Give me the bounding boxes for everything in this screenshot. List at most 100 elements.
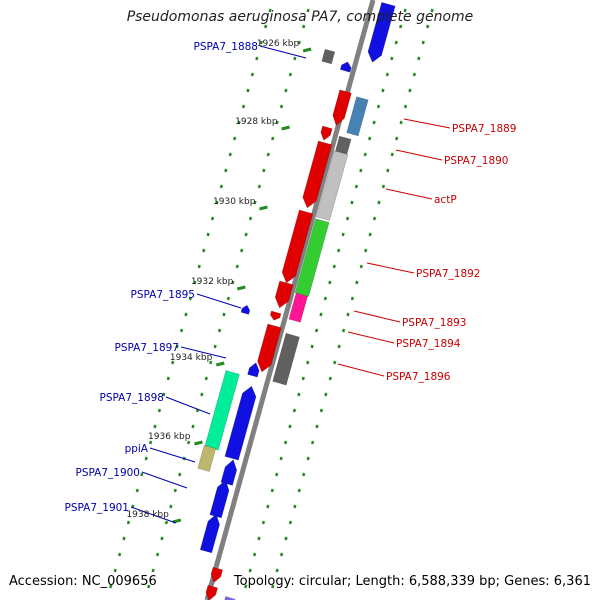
gene-feature[interactable] [346, 96, 369, 137]
gene-feature-pspa7-1889[interactable] [332, 89, 352, 127]
gene-feature[interactable] [205, 584, 218, 600]
gene-label-pspa7-1896[interactable]: PSPA7_1896 [386, 371, 451, 383]
gene-feature[interactable] [272, 332, 300, 386]
gene-feature[interactable] [210, 566, 223, 584]
guide-dot [297, 488, 301, 493]
guide-dot [306, 8, 310, 13]
gene-label-pspa7-1900[interactable]: PSPA7_1900 [76, 467, 141, 479]
guide-dot [126, 520, 131, 525]
gene-feature[interactable] [315, 150, 349, 221]
guide-dot [204, 376, 208, 381]
guide-dot [135, 488, 139, 493]
gene-label-pspa7-1901[interactable]: PSPA7_1901 [65, 502, 130, 514]
gene-feature[interactable] [223, 596, 236, 600]
guide-dot [252, 552, 257, 557]
leader-line [130, 506, 177, 524]
gene-feature[interactable] [294, 218, 330, 297]
guide-dot [244, 584, 248, 589]
gene-label-actp[interactable]: actP [434, 194, 457, 206]
guide-dot [206, 232, 210, 237]
gene-label-pspa7-1892[interactable]: PSPA7_1892 [416, 268, 481, 280]
guide-dot [395, 136, 399, 141]
leader-line [347, 331, 395, 344]
gene-feature-pspa7-1888[interactable] [339, 61, 352, 73]
scale-ticks [172, 47, 312, 524]
guide-dot [233, 136, 237, 141]
gene-feature-pspa7-1900[interactable] [209, 479, 230, 519]
gene-feature-ppia[interactable] [220, 459, 238, 486]
guide-dot [160, 536, 164, 541]
gene-label-pspa7-1890[interactable]: PSPA7_1890 [444, 155, 509, 167]
gene-label-pspa7-1895[interactable]: PSPA7_1895 [131, 289, 196, 301]
guide-dot [151, 568, 155, 573]
guide-dot [292, 408, 297, 413]
guide-dot [248, 568, 252, 573]
leader-line [149, 447, 196, 463]
genome-summary-text: Topology: circular; Length: 6,588,339 bp… [233, 574, 591, 589]
gene-feature-pspa7-1896[interactable] [257, 323, 282, 373]
scale-label: 1938 kbp [126, 510, 169, 520]
guide-dot [144, 456, 148, 461]
gene-feature-pspa7-1890[interactable] [320, 125, 333, 141]
guide-dot [213, 344, 217, 349]
gene-feature-pspa7-1898[interactable] [204, 370, 240, 451]
gene-feature-pspa7-1897[interactable] [247, 362, 260, 378]
gene-labels: PSPA7_1888 PSPA7_1889 PSPA7_1890 actP PSPA7_… [65, 41, 517, 514]
guide-dot [246, 88, 250, 93]
gene-label-pspa7-1894[interactable]: PSPA7_1894 [396, 338, 461, 350]
leader-line [259, 45, 307, 59]
guide-dot [284, 536, 288, 541]
gene-label-pspa7-1897[interactable]: PSPA7_1897 [115, 342, 180, 354]
guide-dot [386, 168, 390, 173]
guide-dot [193, 280, 197, 285]
guide-dot [297, 392, 301, 397]
scale-label: 1932 kbp [191, 277, 234, 287]
scale-tick [259, 205, 268, 211]
gene-feature[interactable] [288, 292, 308, 323]
gene-feature-actp[interactable] [302, 140, 333, 209]
guide-dot [310, 440, 315, 445]
leader-line [353, 310, 401, 323]
gene-label-pspa7-1888[interactable]: PSPA7_1888 [194, 41, 259, 53]
guide-dot [153, 424, 157, 429]
guide-dot [271, 136, 275, 141]
gene-label-pspa7-1889[interactable]: PSPA7_1889 [452, 123, 517, 135]
guide-dot [350, 296, 355, 301]
guide-dot [117, 552, 122, 557]
guide-dot [332, 264, 336, 269]
guide-dot [403, 104, 408, 109]
guide-dot [363, 152, 367, 157]
guide-dot [302, 24, 306, 29]
guide-dot [266, 152, 270, 157]
gene-feature-pspa7-1893[interactable] [274, 280, 294, 309]
gene-feature[interactable] [321, 48, 336, 65]
guide-dot [250, 72, 255, 77]
gene-feature-pspa7-1894[interactable] [269, 310, 282, 321]
guide-dot [381, 184, 386, 189]
gene-label-ppia[interactable]: ppiA [125, 443, 149, 455]
guide-dot [426, 24, 430, 29]
guide-dot [147, 584, 151, 589]
guide-dot [191, 424, 195, 429]
guide-dot [408, 88, 412, 93]
gene-feature-pspa7-1892[interactable] [281, 209, 314, 284]
guide-dot [169, 504, 173, 509]
guide-dot [215, 200, 219, 205]
gene-label-pspa7-1893[interactable]: PSPA7_1893 [402, 317, 467, 329]
leader-line [196, 293, 242, 309]
guide-dot [148, 440, 153, 445]
guide-dot [257, 536, 261, 541]
guide-dot [368, 232, 372, 237]
gene-feature-ppia[interactable] [197, 444, 217, 472]
guide-dot [301, 376, 305, 381]
gene-label-pspa7-1898[interactable]: PSPA7_1898 [100, 392, 165, 404]
gene-feature-pspa7-1895[interactable] [240, 304, 251, 315]
leader-line [403, 118, 451, 129]
guide-dot [337, 344, 341, 349]
gene-feature-pspa7-1888[interactable] [367, 2, 396, 63]
gene-feature-pspa7-1898[interactable] [224, 385, 257, 461]
guide-dot [341, 232, 345, 237]
guide-dot [381, 88, 385, 93]
leader-line [165, 396, 211, 415]
gene-feature-pspa7-1901[interactable] [199, 513, 220, 554]
